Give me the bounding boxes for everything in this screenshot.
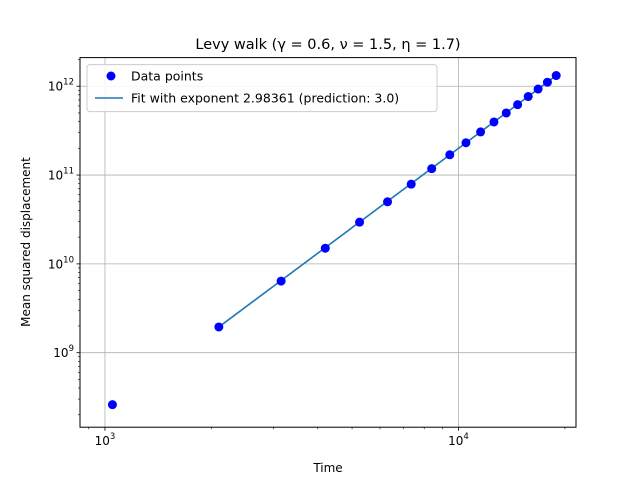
data-point — [320, 243, 330, 253]
legend: Data points Fit with exponent 2.98361 (p… — [86, 64, 438, 113]
legend-label-data-points: Data points — [131, 69, 203, 84]
x-tick-label: 104 — [448, 432, 469, 448]
data-points-layer — [107, 71, 561, 410]
data-point — [513, 100, 523, 110]
y-tick-label: 1011 — [48, 167, 74, 183]
data-point — [383, 197, 393, 207]
plot-area-background — [80, 57, 576, 428]
data-point — [476, 127, 486, 137]
data-point — [406, 179, 416, 189]
x-axis-label: Time — [312, 461, 342, 475]
data-point — [542, 77, 552, 87]
x-tick-label: 103 — [95, 432, 116, 448]
chart-title: Levy walk (γ = 0.6, ν = 1.5, η = 1.7) — [195, 37, 460, 53]
data-point — [214, 322, 224, 332]
legend-label-fit-line: Fit with exponent 2.98361 (prediction: 3… — [131, 91, 399, 106]
data-point — [533, 84, 543, 94]
y-tick-label: 109 — [53, 344, 74, 360]
data-point — [461, 138, 471, 148]
data-point — [355, 217, 365, 227]
axis-ticks: 103 104 109 1010 1011 1012 — [48, 59, 566, 448]
y-tick-label: 1010 — [48, 255, 74, 271]
legend-box — [86, 64, 438, 113]
data-point — [107, 400, 117, 410]
y-tick-label: 1012 — [48, 78, 74, 94]
data-point — [445, 150, 455, 160]
legend-marker-data-points — [106, 71, 116, 81]
data-point — [427, 164, 437, 174]
data-point — [489, 117, 499, 127]
data-point — [551, 71, 561, 81]
data-point — [276, 276, 286, 286]
plot-frame — [79, 57, 577, 428]
data-point — [523, 92, 533, 102]
data-point — [501, 108, 511, 118]
y-axis-label: Mean squared displacement — [19, 157, 33, 327]
